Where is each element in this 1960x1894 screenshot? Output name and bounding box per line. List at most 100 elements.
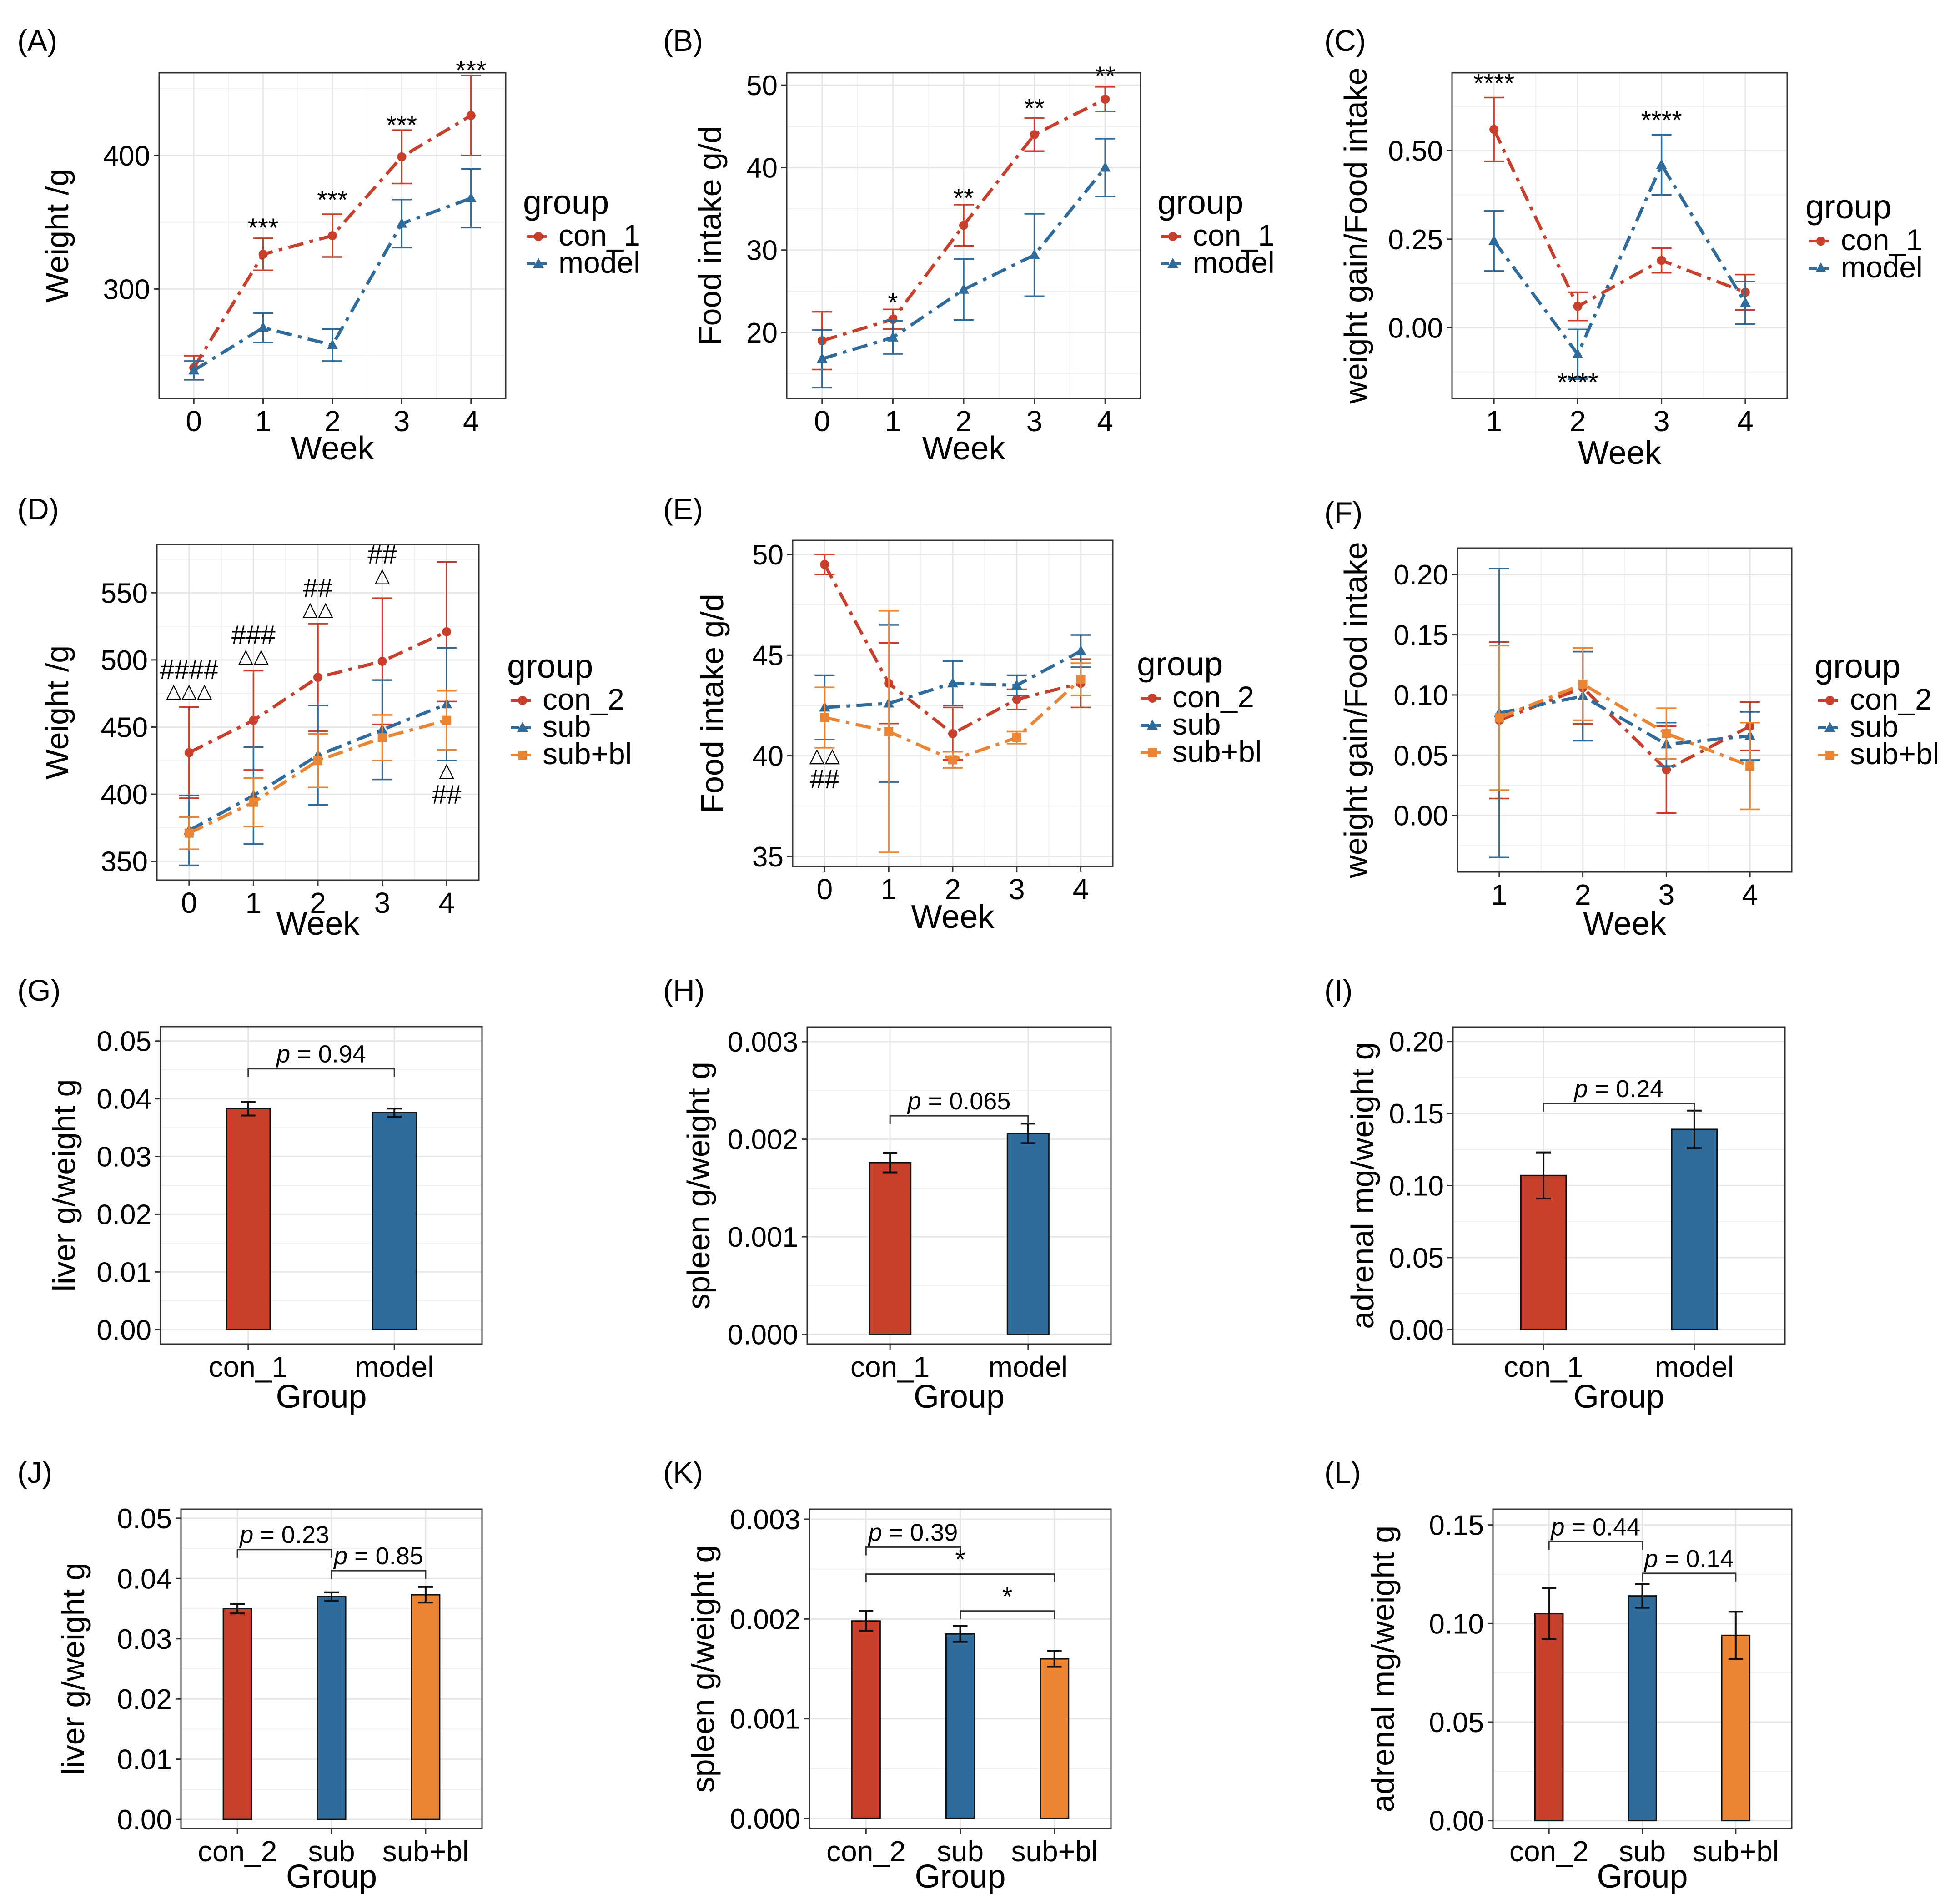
data-point [327,339,338,349]
data-point [947,677,958,688]
legend-key-marker [1815,262,1826,272]
x-tick-label: 3 [374,887,391,919]
significance-label: **** [1473,69,1514,98]
data-point [1012,733,1021,742]
p-value-label: p = 0.14 [1643,1545,1734,1572]
p-value-label: p = 0.23 [239,1521,329,1549]
y-tick-label: 0.05 [1389,1243,1444,1274]
y-tick-label: 0.03 [117,1624,172,1655]
p-symbol: p [333,1542,347,1570]
data-point [1012,695,1021,704]
significance-bracket: p = 0.23 [236,1521,332,1558]
y-tick-label: 300 [103,274,150,305]
x-tick-label: 2 [324,405,341,438]
y-axis-title: adrenal mg/weight g [1365,1526,1401,1812]
bar [1628,1595,1657,1822]
data-point [188,364,200,375]
significance-label: *** [248,213,279,243]
panel-label: (D) [17,492,59,526]
data-point [1656,159,1667,169]
x-tick-label: 2 [1570,405,1586,438]
x-tick-label: 3 [1658,878,1675,911]
significance-label: #### [160,655,218,685]
p-value-label: p = 0.44 [1550,1514,1641,1541]
x-tick-label: con_1 [850,1350,930,1383]
series-con1 [184,75,481,381]
legend-label: con_2 [543,682,624,716]
panel-g: (G) 0.00 0.01 0.02 0.03 0.04 0.05 con_1 modelGro… [17,973,483,1415]
p-value-label: p = 0.85 [333,1542,423,1570]
p-symbol: p [907,1088,921,1115]
data-point [328,231,337,240]
p-value-text: = 0.065 [921,1088,1011,1115]
bracket-line [889,1115,1029,1124]
legend-key-marker [1167,258,1178,268]
x-tick-label: 3 [1009,873,1025,906]
x-tick-label: con_1 [1504,1350,1583,1383]
legend-label: model [1193,246,1275,279]
x-tick-label: 1 [885,405,901,438]
y-tick-label: 500 [101,645,148,676]
bracket-line [960,1610,1055,1619]
x-tick-label: 4 [1097,405,1113,438]
plot-border [158,72,507,399]
legend-key-marker [518,751,527,760]
x-axis-title: Group [1573,1379,1664,1415]
legend-label: con_1 [558,218,640,252]
data-point [1101,95,1110,104]
y-tick-label: 0.00 [1389,1315,1444,1346]
x-tick-label: 1 [880,873,897,906]
y-tick-label: 0.10 [1389,1171,1444,1202]
series-con1 [812,86,1116,371]
x-axis-title: Group [1597,1859,1688,1894]
data-point [313,673,322,682]
data-point [820,713,829,722]
y-tick-label: 50 [746,70,778,101]
y-tick-label: 50 [752,539,784,571]
bracket-line [1548,1541,1643,1550]
y-tick-label: 0.10 [1429,1608,1484,1640]
y-tick-label: 0.000 [730,1803,800,1835]
y-axis-title: liver g/weight g [46,1079,82,1292]
legend-key-marker [1824,722,1835,732]
legend-label: sub+bl [543,737,632,771]
bracket-line [865,1546,961,1556]
y-tick-label: 0.01 [96,1257,151,1288]
plot-border [792,539,1114,867]
y-tick-label: 0.05 [1429,1707,1484,1738]
significance-label: △△△ [166,680,212,702]
series-line [1498,682,1751,768]
plot-border [1457,547,1793,873]
y-axis-title: adrenal mg/weight g [1345,1042,1380,1329]
y-tick-label: 0.25 [1388,224,1443,256]
legend-key-marker [1148,748,1157,757]
series-con1 [1484,96,1755,322]
legend-title: group [1814,647,1900,685]
legend-title: group [1137,645,1223,683]
data-point [442,627,452,636]
legend-label: sub [543,710,591,743]
p-symbol: p [239,1521,253,1549]
y-tick-label: 550 [101,578,148,609]
y-tick-label: 0.002 [728,1124,798,1156]
x-tick-label: 1 [255,405,271,438]
y-tick-label: 40 [746,152,778,184]
plot-border [806,1026,1112,1345]
legend-key-marker [517,722,528,732]
legend-key-marker [1816,237,1825,246]
significance-bracket: p = 0.94 [247,1041,395,1077]
data-point [377,733,387,743]
data-point [1657,256,1666,265]
significance-label: ** [1024,94,1045,123]
y-axis-title: spleen g/weight g [685,1545,721,1793]
significance-label: * [888,288,898,318]
x-axis-title: Week [1583,906,1667,942]
x-axis-title: Week [276,906,360,942]
panel-label: (L) [1324,1456,1361,1489]
data-point [397,152,407,161]
y-tick-label: 0.15 [1429,1510,1484,1541]
